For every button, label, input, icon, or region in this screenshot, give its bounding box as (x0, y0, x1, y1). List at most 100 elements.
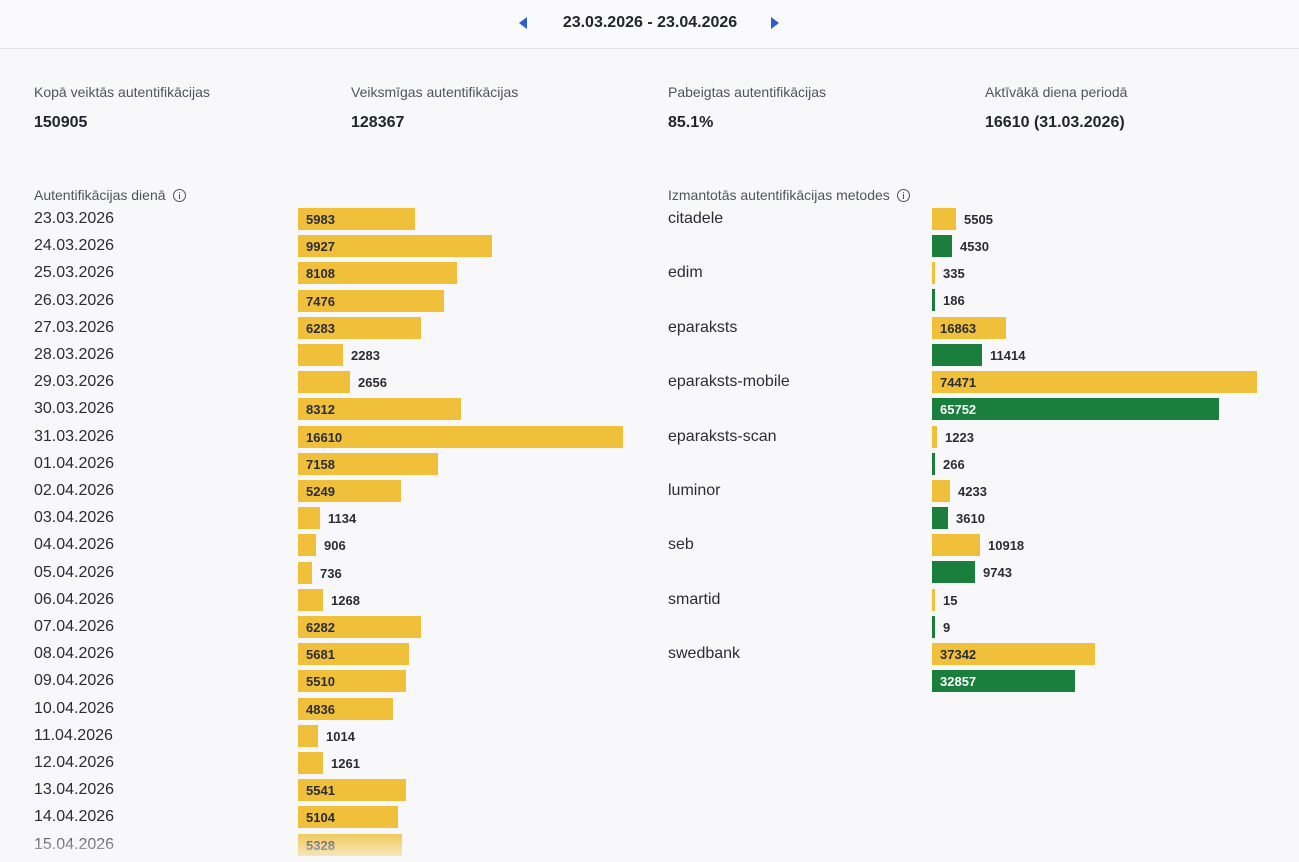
method-successful-bar-value: 266 (943, 457, 965, 472)
daily-bar-value: 5249 (306, 484, 335, 499)
stat-value: 128367 (351, 114, 405, 131)
method-attempted-bar (932, 371, 1257, 393)
daily-bar (298, 262, 457, 284)
date-label: 27.03.2026 (34, 319, 115, 336)
daily-bar (298, 453, 438, 475)
daily-bar (298, 398, 461, 420)
date-label: 10.04.2026 (34, 700, 115, 717)
previous-period-icon[interactable] (519, 17, 527, 29)
date-label: 15.04.2026 (34, 836, 115, 853)
date-label: 06.04.2026 (34, 591, 115, 608)
method-attempted-bar-value: 4233 (958, 484, 987, 499)
next-period-icon[interactable] (771, 17, 779, 29)
daily-bar (298, 806, 398, 828)
daily-bar (298, 371, 350, 393)
date-label: 11.04.2026 (34, 727, 113, 744)
info-icon[interactable] (172, 188, 186, 202)
method-label: seb (668, 536, 694, 553)
daily-bar-value: 1014 (326, 729, 355, 744)
date-label: 09.04.2026 (34, 672, 115, 689)
date-label: 04.04.2026 (34, 536, 115, 553)
date-label: 26.03.2026 (34, 292, 115, 309)
stat-total-authentications: Kopā veiktās autentifikācijas 150905 (34, 84, 334, 132)
method-attempted-bar (932, 643, 1095, 665)
method-attempted-bar-value: 5505 (964, 212, 993, 227)
method-attempted-bar (932, 317, 1006, 339)
method-attempted-bar (932, 262, 935, 284)
method-attempted-bar-value: 1223 (945, 430, 974, 445)
method-successful-bar (932, 289, 935, 311)
date-label: 07.04.2026 (34, 618, 115, 635)
method-successful-bar (932, 616, 935, 638)
stat-most-active-day: Aktīvākā diena periodā 16610 (31.03.2026… (985, 84, 1285, 132)
daily-bar-value: 16610 (306, 430, 343, 445)
daily-bar-value: 6283 (306, 321, 335, 336)
date-label: 25.03.2026 (34, 264, 115, 281)
method-successful-bar-value: 32857 (940, 674, 977, 689)
date-label: 01.04.2026 (34, 455, 115, 472)
method-attempted-bar-value: 335 (943, 266, 965, 281)
daily-bar (298, 589, 323, 611)
methods-chart-title-text: Izmantotās autentifikācijas metodes (668, 187, 890, 203)
date-range-label: 23.03.2026 - 23.04.2026 (562, 14, 738, 31)
method-attempted-bar-value: 74471 (940, 375, 977, 390)
date-label: 23.03.2026 (34, 210, 115, 227)
method-attempted-bar-value: 10918 (988, 538, 1025, 553)
daily-bar-value: 6282 (306, 620, 335, 635)
date-label: 13.04.2026 (34, 781, 115, 798)
daily-bar-value: 2283 (351, 348, 380, 363)
daily-bar-value: 8312 (306, 402, 335, 417)
method-successful-bar-value: 9 (943, 620, 951, 635)
info-icon[interactable] (896, 188, 910, 202)
daily-bar (298, 752, 323, 774)
daily-bar-value: 736 (320, 566, 342, 581)
daily-bar-value: 2656 (358, 375, 387, 390)
daily-chart-title: Autentifikācijas dienā (34, 187, 186, 203)
method-successful-bar-value: 9743 (983, 565, 1012, 580)
daily-bar (298, 235, 492, 257)
daily-bar-value: 1268 (331, 593, 360, 608)
method-label: luminor (668, 482, 721, 499)
method-successful-bar (932, 561, 975, 583)
daily-bar-value: 5541 (306, 783, 335, 798)
daily-bar-value: 906 (324, 538, 346, 553)
method-label: swedbank (668, 645, 741, 662)
daily-bar (298, 616, 421, 638)
method-attempted-bar (932, 208, 956, 230)
date-label: 03.04.2026 (34, 509, 115, 526)
stat-label: Pabeigtas autentifikācijas (668, 84, 826, 100)
date-label: 14.04.2026 (34, 808, 115, 825)
method-label: smartid (668, 591, 721, 608)
daily-bar (298, 725, 318, 747)
methods-chart-title: Izmantotās autentifikācijas metodes (668, 187, 910, 203)
date-label: 02.04.2026 (34, 482, 115, 499)
date-label: 30.03.2026 (34, 400, 115, 417)
method-successful-bar (932, 235, 952, 257)
daily-bar (298, 208, 415, 230)
method-successful-bar (932, 344, 982, 366)
method-successful-bar (932, 398, 1219, 420)
date-label: 12.04.2026 (34, 754, 115, 771)
daily-bar (298, 426, 623, 448)
daily-bar-value: 5681 (306, 647, 335, 662)
daily-bar-value: 1134 (328, 511, 357, 526)
method-attempted-bar (932, 480, 950, 502)
daily-bar-value: 7158 (306, 457, 335, 472)
daily-bar (298, 507, 320, 529)
daily-bar-value: 5510 (306, 674, 335, 689)
date-label: 05.04.2026 (34, 564, 115, 581)
date-label: 24.03.2026 (34, 237, 115, 254)
daily-chart-title-text: Autentifikācijas dienā (34, 187, 166, 203)
method-label: eparaksts (668, 319, 738, 336)
method-successful-bar-value: 4530 (960, 239, 989, 254)
daily-bar-value: 8108 (306, 266, 335, 281)
method-label: citadele (668, 210, 724, 227)
stat-label: Aktīvākā diena periodā (985, 84, 1128, 100)
daily-bar-value: 9927 (306, 239, 335, 254)
stat-value: 150905 (34, 114, 88, 131)
stat-completed-authentications: Pabeigtas autentifikācijas 85.1% (668, 84, 968, 132)
stat-value: 85.1% (668, 114, 714, 131)
daily-bar (298, 562, 312, 584)
method-successful-bar (932, 453, 935, 475)
stat-label: Veiksmīgas autentifikācijas (351, 84, 519, 100)
